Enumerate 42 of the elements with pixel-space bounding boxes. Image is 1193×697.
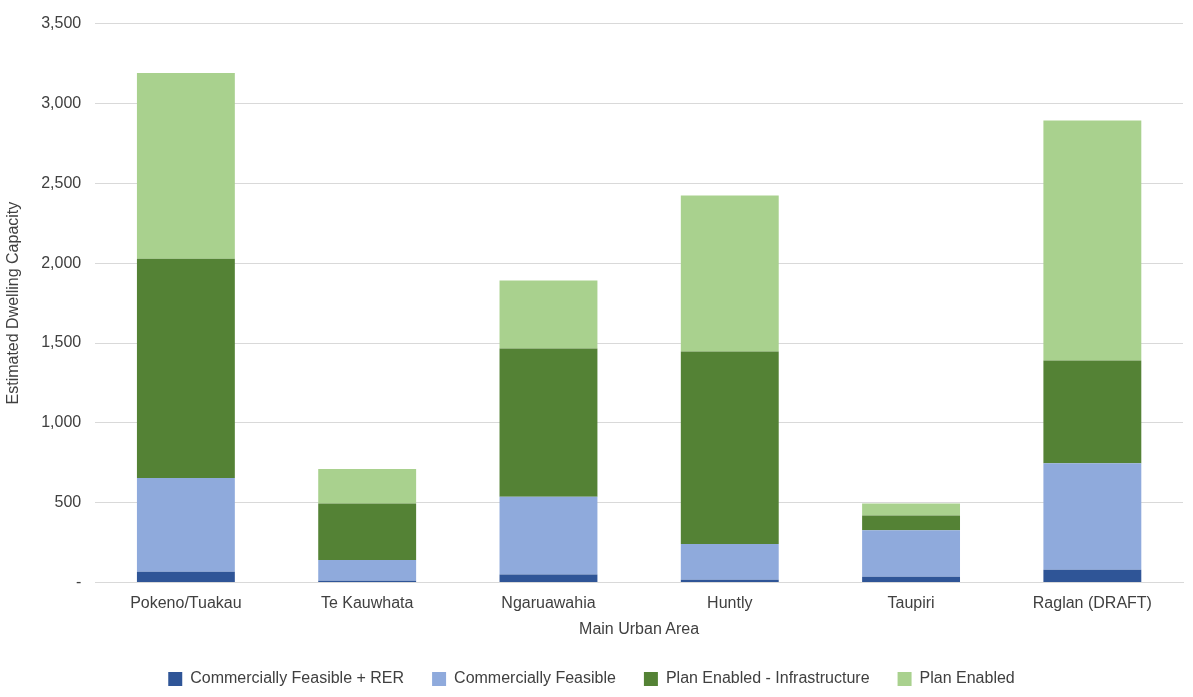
y-axis-title: Estimated Dwelling Capacity [4, 201, 22, 405]
bar [1043, 569, 1142, 583]
bar [680, 351, 779, 545]
legend-label: Plan Enabled - Infrastructure [665, 669, 870, 687]
legend-label: Commercially Feasible [454, 669, 616, 687]
y-tick-label: 1,500 [41, 333, 82, 351]
bar [318, 559, 417, 581]
y-tick-label: 2,000 [41, 253, 82, 271]
y-tick-label: - [75, 573, 82, 591]
y-tick-label: 500 [54, 493, 82, 511]
x-tick-label: Huntly [707, 593, 753, 611]
x-tick-label: Te Kauwhata [320, 593, 414, 611]
bar [318, 469, 417, 504]
bar [1043, 463, 1142, 570]
x-axis-title: Main Urban Area [579, 619, 700, 637]
bar [136, 258, 235, 478]
bar [862, 515, 961, 531]
bar [499, 574, 598, 583]
bar [499, 280, 598, 349]
bar [862, 503, 961, 516]
y-tick-label: 1,000 [41, 413, 82, 431]
bar [499, 496, 598, 575]
bar [499, 348, 598, 497]
legend-label: Commercially Feasible + RER [190, 669, 405, 687]
bar [1043, 120, 1142, 361]
legend-label: Plan Enabled [919, 669, 1015, 687]
bar [862, 530, 961, 577]
bar [680, 544, 779, 580]
bar [318, 503, 417, 560]
bar [136, 477, 235, 572]
y-tick-label: 3,000 [41, 93, 82, 111]
x-tick-label: Pokeno/Tuakau [130, 593, 242, 611]
bar [1043, 360, 1142, 464]
y-tick-label: 3,500 [41, 14, 82, 32]
x-tick-label: Raglan (DRAFT) [1032, 593, 1152, 611]
y-tick-label: 2,500 [41, 173, 82, 191]
bar [862, 576, 961, 583]
x-tick-label: Taupiri [887, 593, 935, 611]
x-tick-label: Ngaruawahia [501, 593, 596, 611]
bar [680, 195, 779, 352]
bar [136, 73, 235, 259]
bar [136, 571, 235, 583]
